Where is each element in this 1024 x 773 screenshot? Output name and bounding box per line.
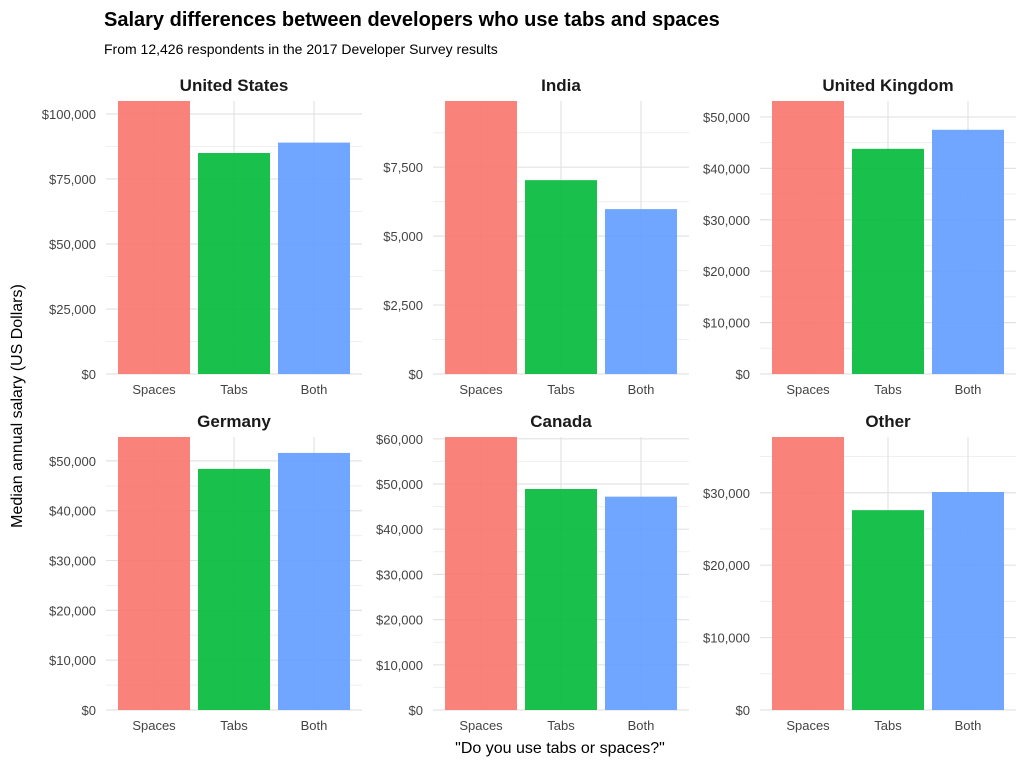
y-tick-label: $10,000 (703, 631, 750, 646)
bar-spaces (118, 101, 190, 374)
y-tick-label: $10,000 (376, 658, 423, 673)
x-tick-label: Both (301, 718, 328, 733)
bar-spaces (445, 437, 517, 710)
bar-spaces (118, 437, 190, 710)
y-tick-label: $10,000 (49, 653, 96, 668)
y-tick-label: $5,000 (383, 229, 423, 244)
bar-tabs (852, 510, 924, 710)
facet-panel: $0 $10,000 $20,000 $30,000 $40,000 $50,000 Spa… (49, 412, 362, 733)
y-tick-label: $40,000 (49, 504, 96, 519)
x-tick-label: Both (301, 382, 328, 397)
facet-panel: $0 $2,500 $5,000 $7,500 Spaces Tabs Both India (383, 76, 689, 397)
bar-both (278, 142, 350, 374)
y-tick-label: $0 (736, 703, 750, 718)
facet-title: Germany (197, 412, 271, 431)
y-axis-label: Median annual salary (US Dollars) (9, 284, 26, 528)
x-tick-label: Spaces (786, 382, 830, 397)
x-tick-label: Tabs (874, 382, 902, 397)
bar-both (605, 209, 677, 374)
facet-panel: $0 $10,000 $20,000 $30,000 Spaces Tabs Both Oth… (703, 412, 1016, 733)
x-tick-label: Both (955, 718, 982, 733)
y-tick-label: $30,000 (703, 213, 750, 228)
y-tick-label: $7,500 (383, 160, 423, 175)
facet-panel: $0 $10,000 $20,000 $30,000 $40,000 $50,000 Spa… (703, 76, 1016, 397)
chart-subtitle: From 12,426 respondents in the 2017 Deve… (104, 41, 498, 57)
y-tick-label: $40,000 (376, 522, 423, 537)
y-tick-label: $20,000 (703, 264, 750, 279)
bar-tabs (525, 180, 597, 374)
y-tick-label: $75,000 (49, 172, 96, 187)
x-tick-label: Spaces (786, 718, 830, 733)
x-tick-label: Tabs (874, 718, 902, 733)
bar-both (278, 452, 350, 710)
x-tick-label: Spaces (132, 382, 176, 397)
y-tick-label: $20,000 (703, 558, 750, 573)
facet-title: Canada (530, 412, 592, 431)
bar-both (932, 129, 1004, 374)
x-tick-label: Both (628, 382, 655, 397)
bar-both (605, 496, 677, 710)
x-tick-label: Spaces (459, 718, 503, 733)
x-tick-label: Spaces (459, 382, 503, 397)
x-tick-label: Tabs (547, 718, 575, 733)
y-tick-label: $20,000 (376, 613, 423, 628)
x-tick-label: Tabs (220, 718, 248, 733)
y-tick-label: $0 (736, 367, 750, 382)
y-tick-label: $0 (82, 703, 96, 718)
y-tick-label: $2,500 (383, 298, 423, 313)
bar-both (932, 492, 1004, 710)
facet-panel: $0 $10,000 $20,000 $30,000 $40,000 $50,000 $60… (376, 412, 689, 733)
y-tick-label: $30,000 (703, 486, 750, 501)
bar-spaces (772, 437, 844, 710)
y-tick-label: $40,000 (703, 161, 750, 176)
bar-spaces (772, 101, 844, 374)
y-tick-label: $50,000 (49, 237, 96, 252)
bar-tabs (198, 153, 270, 374)
y-tick-label: $30,000 (49, 554, 96, 569)
y-tick-label: $50,000 (49, 454, 96, 469)
x-axis-label: "Do you use tabs or spaces?" (455, 740, 665, 757)
y-tick-label: $50,000 (703, 110, 750, 125)
y-tick-label: $30,000 (376, 567, 423, 582)
y-tick-label: $0 (82, 367, 96, 382)
bar-tabs (852, 148, 924, 374)
y-tick-label: $50,000 (376, 477, 423, 492)
y-tick-label: $0 (409, 367, 423, 382)
x-tick-label: Tabs (547, 382, 575, 397)
y-tick-label: $0 (409, 703, 423, 718)
x-tick-label: Both (628, 718, 655, 733)
y-tick-label: $100,000 (42, 107, 96, 122)
x-tick-label: Tabs (220, 382, 248, 397)
bar-tabs (198, 468, 270, 710)
bar-tabs (525, 488, 597, 710)
y-tick-label: $25,000 (49, 302, 96, 317)
y-tick-label: $10,000 (703, 316, 750, 331)
x-tick-label: Both (955, 382, 982, 397)
bar-spaces (445, 101, 517, 374)
facet-title: India (541, 76, 581, 95)
facet-title: United Kingdom (822, 76, 953, 95)
facet-title: United States (180, 76, 289, 95)
chart-title: Salary differences between developers wh… (104, 9, 720, 31)
facet-panel: $0 $25,000 $50,000 $75,000 $100,000 Spaces Tab… (42, 76, 362, 397)
y-tick-label: $20,000 (49, 603, 96, 618)
x-tick-label: Spaces (132, 718, 176, 733)
y-tick-label: $60,000 (376, 432, 423, 447)
facet-title: Other (865, 412, 911, 431)
